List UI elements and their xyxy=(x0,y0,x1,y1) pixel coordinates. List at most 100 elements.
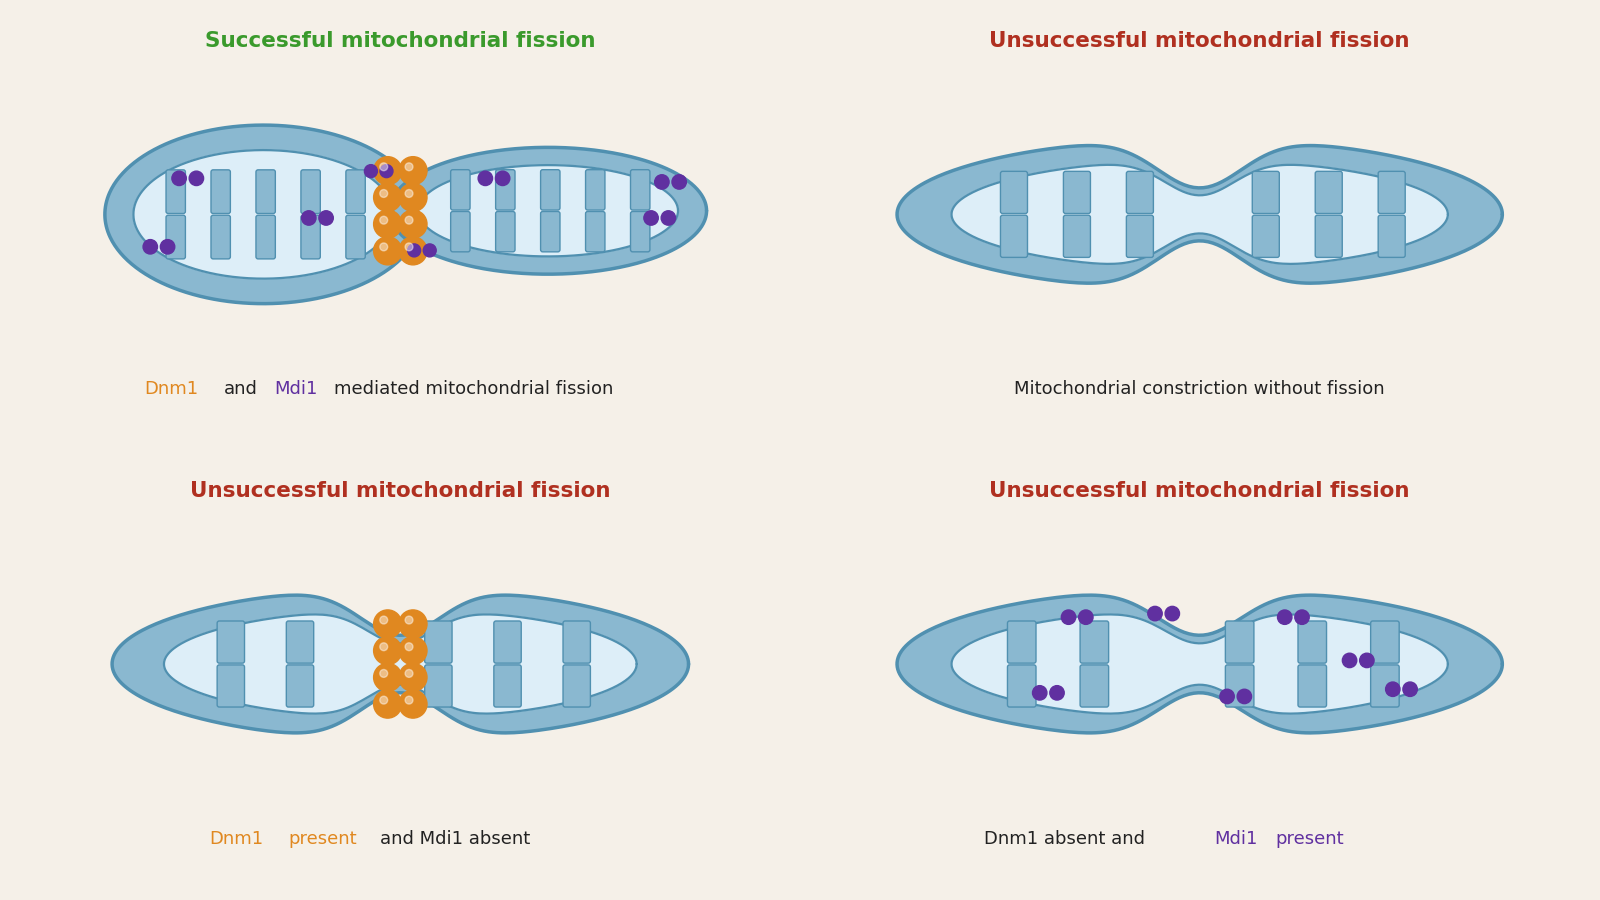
Polygon shape xyxy=(112,595,688,733)
Circle shape xyxy=(405,243,413,251)
Circle shape xyxy=(301,211,317,225)
Text: Mdi1: Mdi1 xyxy=(1214,830,1258,848)
FancyBboxPatch shape xyxy=(494,665,522,707)
Polygon shape xyxy=(952,165,1448,264)
FancyBboxPatch shape xyxy=(1226,621,1254,663)
FancyBboxPatch shape xyxy=(346,215,365,259)
Circle shape xyxy=(379,697,387,704)
FancyBboxPatch shape xyxy=(424,665,453,707)
Circle shape xyxy=(424,244,437,256)
FancyBboxPatch shape xyxy=(301,170,320,213)
FancyBboxPatch shape xyxy=(586,170,605,210)
Circle shape xyxy=(379,190,387,197)
FancyBboxPatch shape xyxy=(1315,171,1342,213)
FancyBboxPatch shape xyxy=(1008,621,1035,663)
FancyBboxPatch shape xyxy=(496,212,515,252)
FancyBboxPatch shape xyxy=(1315,215,1342,257)
FancyBboxPatch shape xyxy=(1378,171,1405,213)
FancyBboxPatch shape xyxy=(586,212,605,252)
Circle shape xyxy=(1050,686,1064,700)
Circle shape xyxy=(1237,689,1251,704)
Circle shape xyxy=(1032,686,1046,700)
FancyBboxPatch shape xyxy=(541,170,560,210)
Circle shape xyxy=(1386,682,1400,697)
Circle shape xyxy=(1277,610,1291,625)
Circle shape xyxy=(672,175,686,189)
Circle shape xyxy=(1360,653,1374,668)
Text: and Mdi1 absent: and Mdi1 absent xyxy=(381,830,530,848)
FancyBboxPatch shape xyxy=(166,170,186,213)
Text: present: present xyxy=(288,830,357,848)
Circle shape xyxy=(171,171,186,185)
FancyBboxPatch shape xyxy=(1064,171,1091,213)
Circle shape xyxy=(408,244,421,256)
FancyBboxPatch shape xyxy=(1371,621,1398,663)
Circle shape xyxy=(1165,607,1179,621)
FancyBboxPatch shape xyxy=(211,215,230,259)
FancyBboxPatch shape xyxy=(424,621,453,663)
Circle shape xyxy=(405,643,413,651)
FancyBboxPatch shape xyxy=(218,621,245,663)
Circle shape xyxy=(478,171,493,185)
Circle shape xyxy=(661,211,675,225)
Circle shape xyxy=(374,610,402,638)
Text: Mitochondrial constriction without fission: Mitochondrial constriction without fissi… xyxy=(1014,381,1386,399)
Circle shape xyxy=(405,697,413,704)
FancyBboxPatch shape xyxy=(1378,215,1405,257)
FancyBboxPatch shape xyxy=(1000,215,1027,257)
Circle shape xyxy=(1294,610,1309,625)
Circle shape xyxy=(374,184,402,212)
FancyBboxPatch shape xyxy=(1253,171,1280,213)
Circle shape xyxy=(379,616,387,624)
Circle shape xyxy=(398,663,427,691)
Circle shape xyxy=(318,211,333,225)
Circle shape xyxy=(398,610,427,638)
Circle shape xyxy=(379,165,394,177)
Circle shape xyxy=(496,171,510,185)
Text: and: and xyxy=(224,381,258,399)
Polygon shape xyxy=(952,615,1448,714)
FancyBboxPatch shape xyxy=(211,170,230,213)
Circle shape xyxy=(142,239,157,254)
Circle shape xyxy=(1078,610,1093,625)
Circle shape xyxy=(1061,610,1075,625)
Circle shape xyxy=(405,616,413,624)
Polygon shape xyxy=(163,615,637,714)
Circle shape xyxy=(398,636,427,665)
Circle shape xyxy=(398,210,427,239)
Polygon shape xyxy=(389,148,707,274)
Polygon shape xyxy=(418,165,678,256)
Circle shape xyxy=(398,237,427,265)
Circle shape xyxy=(374,636,402,665)
FancyBboxPatch shape xyxy=(346,170,365,213)
Circle shape xyxy=(398,690,427,718)
Circle shape xyxy=(398,157,427,184)
Circle shape xyxy=(405,216,413,224)
Text: Dnm1: Dnm1 xyxy=(210,830,264,848)
Polygon shape xyxy=(106,125,422,303)
FancyBboxPatch shape xyxy=(494,621,522,663)
Polygon shape xyxy=(898,595,1502,733)
FancyBboxPatch shape xyxy=(1126,215,1154,257)
Circle shape xyxy=(189,171,203,185)
Circle shape xyxy=(405,670,413,678)
FancyBboxPatch shape xyxy=(1226,665,1254,707)
Circle shape xyxy=(654,175,669,189)
Circle shape xyxy=(1219,689,1234,704)
Circle shape xyxy=(1147,607,1162,621)
FancyBboxPatch shape xyxy=(1298,665,1326,707)
FancyBboxPatch shape xyxy=(218,665,245,707)
Circle shape xyxy=(379,216,387,224)
Polygon shape xyxy=(133,150,394,279)
Text: Unsuccessful mitochondrial fission: Unsuccessful mitochondrial fission xyxy=(190,482,611,501)
Circle shape xyxy=(398,184,427,212)
FancyBboxPatch shape xyxy=(563,665,590,707)
Circle shape xyxy=(405,190,413,197)
FancyBboxPatch shape xyxy=(1126,171,1154,213)
FancyBboxPatch shape xyxy=(1008,665,1035,707)
FancyBboxPatch shape xyxy=(1064,215,1091,257)
FancyBboxPatch shape xyxy=(256,215,275,259)
FancyBboxPatch shape xyxy=(166,215,186,259)
Circle shape xyxy=(365,165,378,177)
Circle shape xyxy=(160,239,174,254)
